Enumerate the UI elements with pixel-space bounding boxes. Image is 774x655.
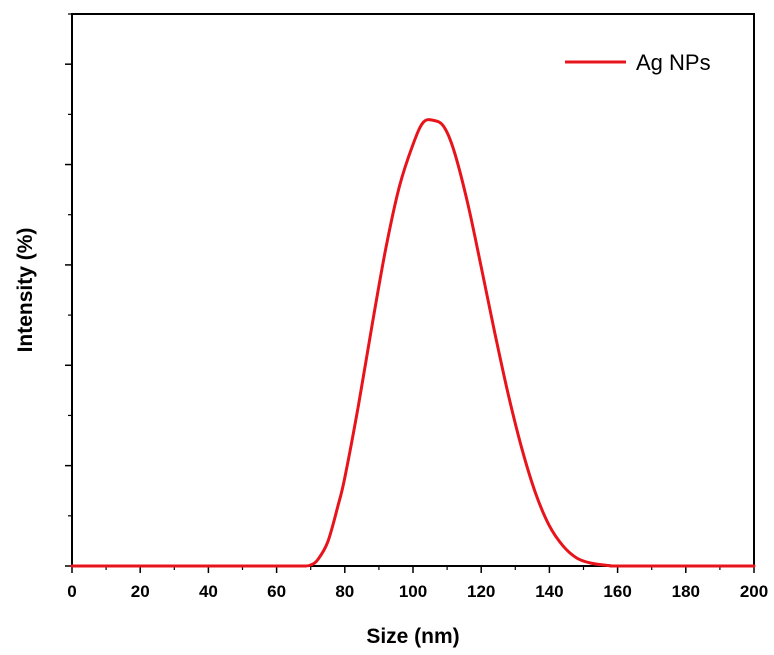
x-tick-label-200: 200 xyxy=(740,582,768,601)
y-axis-title: Intensity (%) xyxy=(14,228,37,353)
x-tick-label-100: 100 xyxy=(399,582,427,601)
x-tick-label-0: 0 xyxy=(67,582,76,601)
legend-label-0: Ag NPs xyxy=(636,50,711,75)
x-tick-label-40: 40 xyxy=(199,582,218,601)
x-axis-title: Size (nm) xyxy=(366,625,459,648)
plot-area xyxy=(70,118,756,568)
x-tick-label-20: 20 xyxy=(131,582,150,601)
x-tick-label-80: 80 xyxy=(335,582,354,601)
x-tick-label-60: 60 xyxy=(267,582,286,601)
plot-frame xyxy=(71,13,755,567)
legend: Ag NPs xyxy=(565,50,711,75)
axes: 0 20 40 60 80 100 120 140 160 180 200 xyxy=(65,13,768,601)
x-tick-label-140: 140 xyxy=(535,582,563,601)
x-tick-label-120: 120 xyxy=(467,582,495,601)
x-tick-label-160: 160 xyxy=(603,582,631,601)
series-line-0 xyxy=(70,118,756,568)
x-tick-label-180: 180 xyxy=(672,582,700,601)
